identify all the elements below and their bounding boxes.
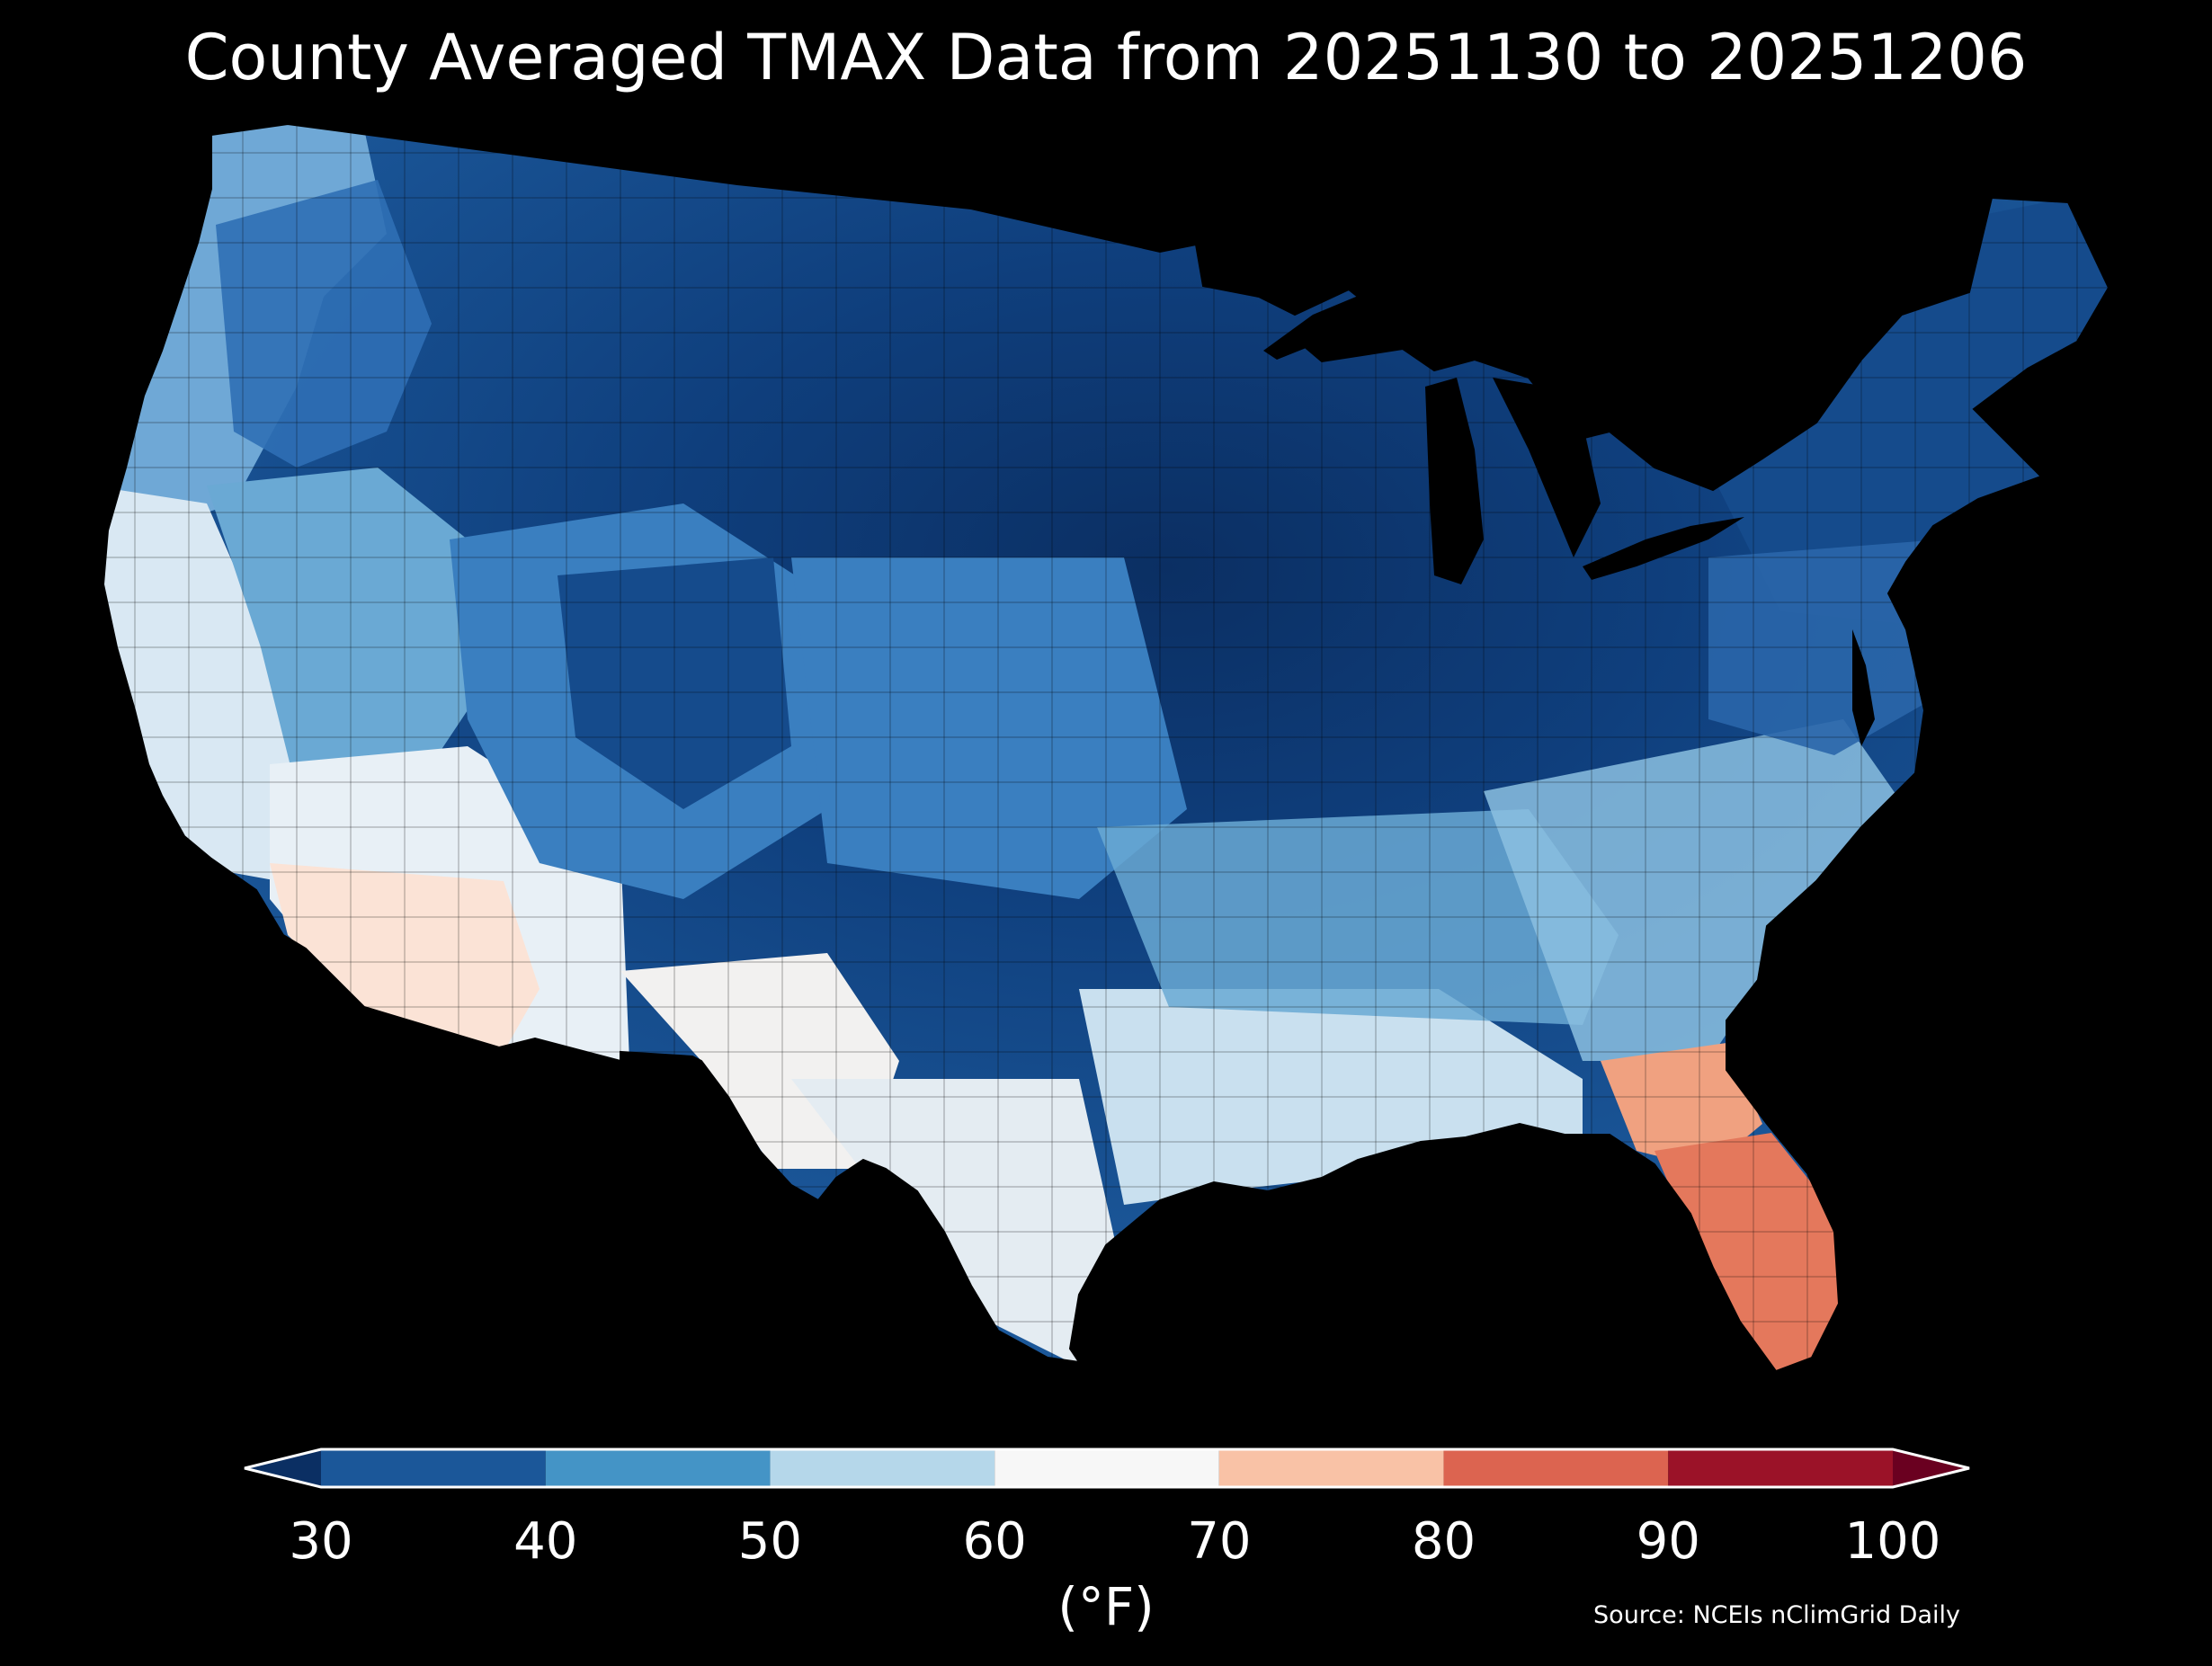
map-title: County Averaged TMAX Data from 20251130 … [184,21,2028,94]
lake-michigan [1425,378,1484,584]
southeast-atlantic-region [1484,719,1906,1061]
colorbar-tick-label: 50 [737,1512,803,1571]
lake-superior [1263,292,1385,360]
chesapeake-bay [1852,629,1875,746]
colorbar-bin-80-90 [1443,1449,1669,1487]
arizona-warm-region [270,863,540,1052]
california-coast-region [103,486,297,881]
colorbar-extend-high [1893,1449,1969,1487]
source-note: Source: NCEIs nClimGrid Daily [1593,1601,1960,1629]
colorbar-unit-label: (°F) [1057,1576,1155,1637]
mid-south-region [1097,809,1619,1025]
lake-erie-ontario [1583,517,1744,580]
colorbar-bin-70-80 [1218,1449,1444,1487]
colorbar-frame [244,1448,1970,1489]
southern-plains-region [791,557,1187,899]
south-florida-region [1655,1133,1843,1371]
colorbar-bin-50-60 [770,1449,995,1487]
great-basin-region [207,468,486,791]
colorbar-tick-label: 70 [1187,1512,1252,1571]
colorado-cold-core [557,557,791,809]
colorbar-tick-label: 40 [513,1512,578,1571]
colorbar-bin-90-100 [1668,1449,1893,1487]
colorbar-bin-40-50 [545,1449,771,1487]
north-florida-region [1601,1043,1762,1169]
colorbar-tick-label: 60 [962,1512,1027,1571]
colorbar-bin-60-70 [995,1449,1219,1487]
northwest-interior-region [216,180,432,468]
colorbar-bin-30-40 [321,1449,546,1487]
south-texas-region [791,1079,1115,1367]
colorbar-tick-label: 100 [1844,1512,1941,1571]
colorbar-extend-low [245,1449,321,1487]
colorbar-tick-label: 90 [1636,1512,1700,1571]
colorbar-tick-label: 30 [289,1512,353,1571]
colorbar-tick-label: 80 [1411,1512,1476,1571]
lake-huron [1493,378,1601,557]
